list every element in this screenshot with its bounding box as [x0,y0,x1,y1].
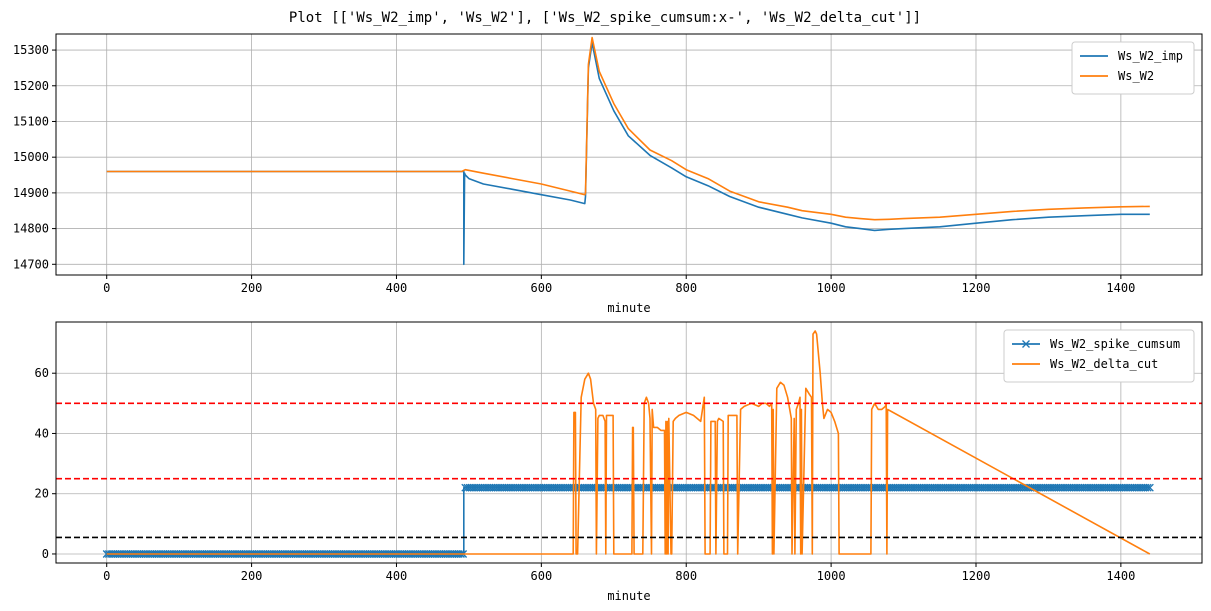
bottom-legend [1003,329,1195,383]
top-legend [1071,41,1195,95]
top-y-tick-label: 14700 [13,257,49,271]
top-plot-frame [55,33,1203,276]
bottom-series-line-Ws_W2_delta_cut [106,330,1151,555]
bottom-y-tick-label: 20 [35,487,49,501]
top-x-tick-label: 800 [675,281,697,295]
bottom-y-tick-label: 0 [42,547,49,561]
bottom-x-tick-label: 0 [103,569,110,583]
bottom-x-tick-label: 1400 [1106,569,1135,583]
bottom-x-tick-label: 1200 [962,569,991,583]
top-y-tick-label: 14800 [13,222,49,236]
bottom-x-axis-label: minute [607,589,650,603]
bottom-series-marker [1143,483,1152,492]
figure-title: Plot [['Ws_W2_imp', 'Ws_W2'], ['Ws_W2_sp… [289,10,921,26]
bottom-x-tick-label: 1000 [817,569,846,583]
top-y-tick-label: 14900 [13,186,49,200]
bottom-series-marker [1145,483,1154,492]
top-y-tick-label: 15000 [13,150,49,164]
top-x-tick-label: 0 [103,281,110,295]
top-y-tick-label: 15100 [13,114,49,128]
top-y-tick-label: 15300 [13,43,49,57]
top-x-tick-label: 1200 [962,281,991,295]
top-legend-label: Ws_W2_imp [1118,49,1183,63]
top-panel: 0 200 400 600 800 1000 1200 1400 14700 14800 14900… [13,33,1203,315]
bottom-plot-frame [55,321,1203,564]
bottom-x-tick-label: 800 [675,569,697,583]
top-y-tick-label: 15200 [13,79,49,93]
top-series-line-Ws_W2_imp [106,42,1150,266]
bottom-x-tick-label: 400 [386,569,408,583]
top-x-tick-label: 1000 [817,281,846,295]
top-x-tick-label: 400 [386,281,408,295]
top-x-axis-label: minute [607,301,650,315]
bottom-x-tick-label: 200 [241,569,263,583]
bottom-x-tick-label: 600 [531,569,553,583]
bottom-legend-label: Ws_W2_delta_cut [1050,357,1158,371]
top-x-tick-label: 600 [531,281,553,295]
top-x-tick-label: 1400 [1106,281,1135,295]
bottom-legend-marker [1022,340,1030,348]
top-plot-area [56,34,1202,275]
bottom-y-tick-label: 60 [35,366,49,380]
top-legend-label: Ws_W2 [1118,69,1154,83]
bottom-y-tick-label: 40 [35,426,49,440]
bottom-legend-label: Ws_W2_spike_cumsum [1050,337,1180,351]
top-series-line-Ws_W2 [106,36,1150,221]
top-x-tick-label: 200 [241,281,263,295]
